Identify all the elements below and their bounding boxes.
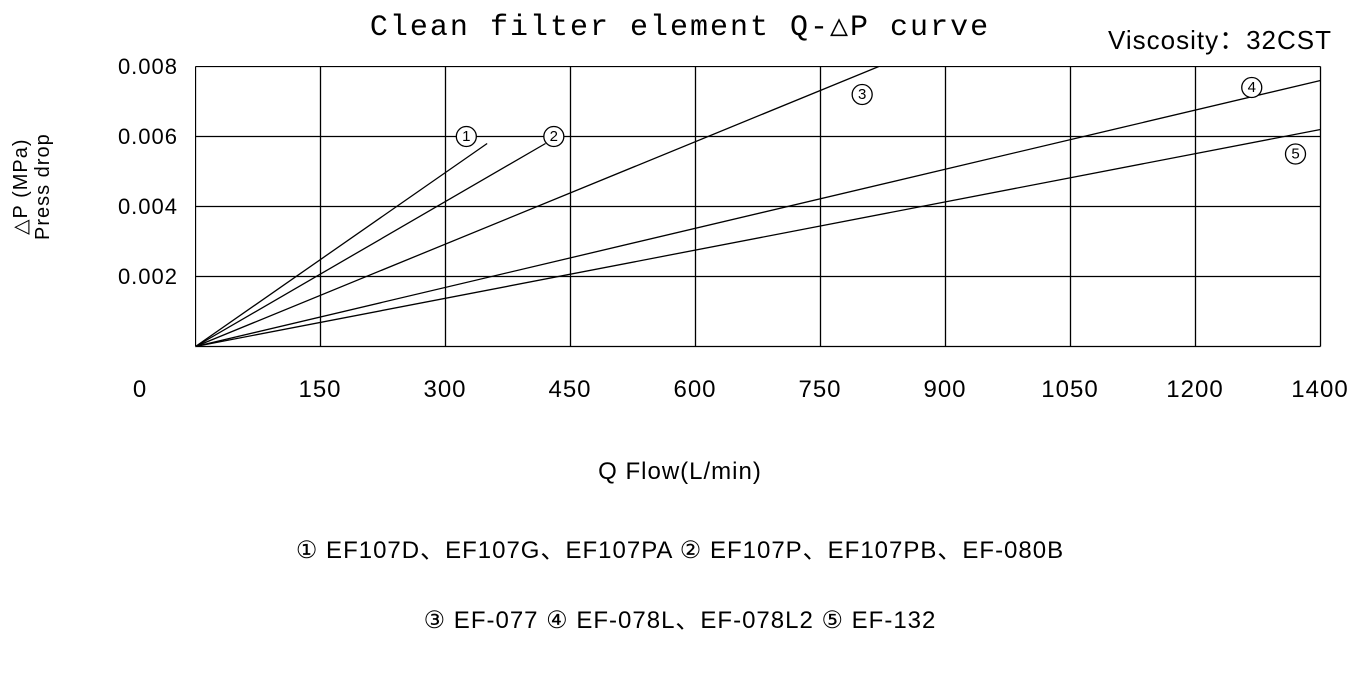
x-tick-label: 300: [423, 376, 466, 404]
y-tick-label: 0.004: [108, 194, 178, 220]
svg-text:5: 5: [1291, 146, 1299, 163]
y-tick-label: 0.002: [108, 264, 178, 290]
svg-text:2: 2: [550, 128, 558, 145]
chart-container: Clean filter element Q-△P curve Viscosit…: [0, 0, 1360, 682]
legend-row-2: ③ EF-077 ④ EF-078L、EF-078L2 ⑤ EF-132: [0, 600, 1360, 635]
x-tick-label: 1400: [1291, 376, 1348, 404]
x-tick-label: 1200: [1166, 376, 1223, 404]
svg-text:4: 4: [1248, 79, 1256, 96]
x-tick-label: 900: [923, 376, 966, 404]
x-tick-label: 750: [798, 376, 841, 404]
y-tick-label: 0.008: [108, 54, 178, 80]
svg-text:1: 1: [462, 128, 470, 145]
y-axis-label: △P (MPa) Press drop: [10, 133, 54, 240]
y-axis-label-line2: Press drop: [32, 133, 54, 240]
x-tick-label: 150: [298, 376, 341, 404]
x-axis-label: Q Flow(L/min): [0, 458, 1360, 486]
y-axis-label-line1: △P (MPa): [10, 138, 32, 234]
x-tick-label: 600: [673, 376, 716, 404]
viscosity-label: Viscosity：32CST: [1108, 20, 1332, 57]
svg-text:3: 3: [858, 86, 866, 103]
y-tick-label: 0.006: [108, 124, 178, 150]
x-tick-label: 1050: [1041, 376, 1098, 404]
legend-row-1: ① EF107D、EF107G、EF107PA ② EF107P、EF107PB…: [0, 530, 1360, 565]
x-tick-label: 0: [133, 376, 147, 404]
x-tick-label: 450: [548, 376, 591, 404]
plot-area: 1 2 3 4 5: [195, 66, 1322, 348]
